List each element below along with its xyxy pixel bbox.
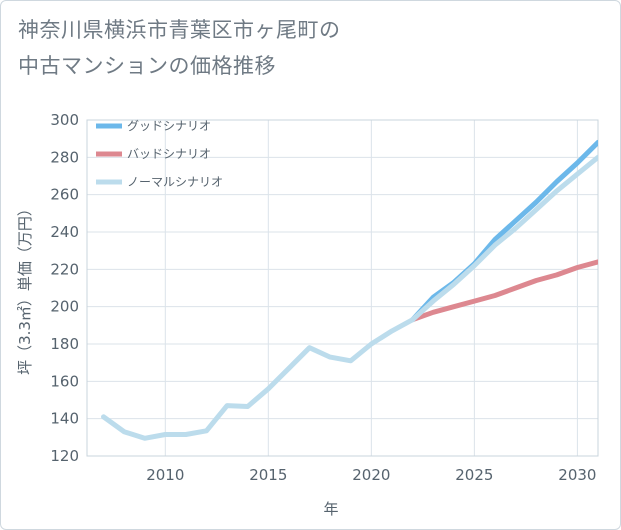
y-axis-ticks: 120 140 160 180 200 220 240 260 280 300: [50, 111, 79, 465]
legend-label: バッドシナリオ: [127, 147, 211, 161]
legend-label: グッドシナリオ: [127, 119, 211, 133]
x-tick-label: 2020: [352, 466, 390, 484]
x-tick-label: 2015: [249, 466, 287, 484]
y-tick-label: 160: [50, 372, 79, 390]
x-tick-label: 2010: [146, 466, 184, 484]
series-lines: [101, 139, 598, 441]
y-tick-label: 300: [50, 111, 79, 129]
series-line-bad: [410, 259, 598, 323]
y-tick-label: 120: [50, 447, 79, 465]
y-tick-label: 220: [50, 260, 79, 278]
y-tick-label: 280: [50, 148, 79, 166]
x-axis-title: 年: [323, 500, 338, 518]
y-tick-label: 200: [50, 298, 79, 316]
y-tick-label: 180: [50, 335, 79, 353]
x-tick-label: 2025: [455, 466, 493, 484]
plot-area-border: [86, 119, 599, 457]
chart-title-line-2: 中古マンションの価格推移: [18, 54, 276, 78]
chart-title-line-1: 神奈川県横浜市青葉区市ヶ尾町の: [18, 18, 341, 42]
y-tick-label: 260: [50, 186, 79, 204]
chart-title: 神奈川県横浜市青葉区市ヶ尾町の 中古マンションの価格推移: [18, 12, 341, 84]
y-tick-label: 240: [50, 223, 79, 241]
x-tick-label: 2030: [558, 466, 596, 484]
legend-label: ノーマルシナリオ: [127, 175, 223, 189]
x-axis-ticks: 2010 2015 2020 2025 2030: [146, 466, 596, 484]
y-axis-title: 坪（3.3㎡）単価（万円）: [16, 201, 34, 375]
series-line-normal: [101, 154, 598, 441]
y-tick-label: 140: [50, 410, 79, 428]
